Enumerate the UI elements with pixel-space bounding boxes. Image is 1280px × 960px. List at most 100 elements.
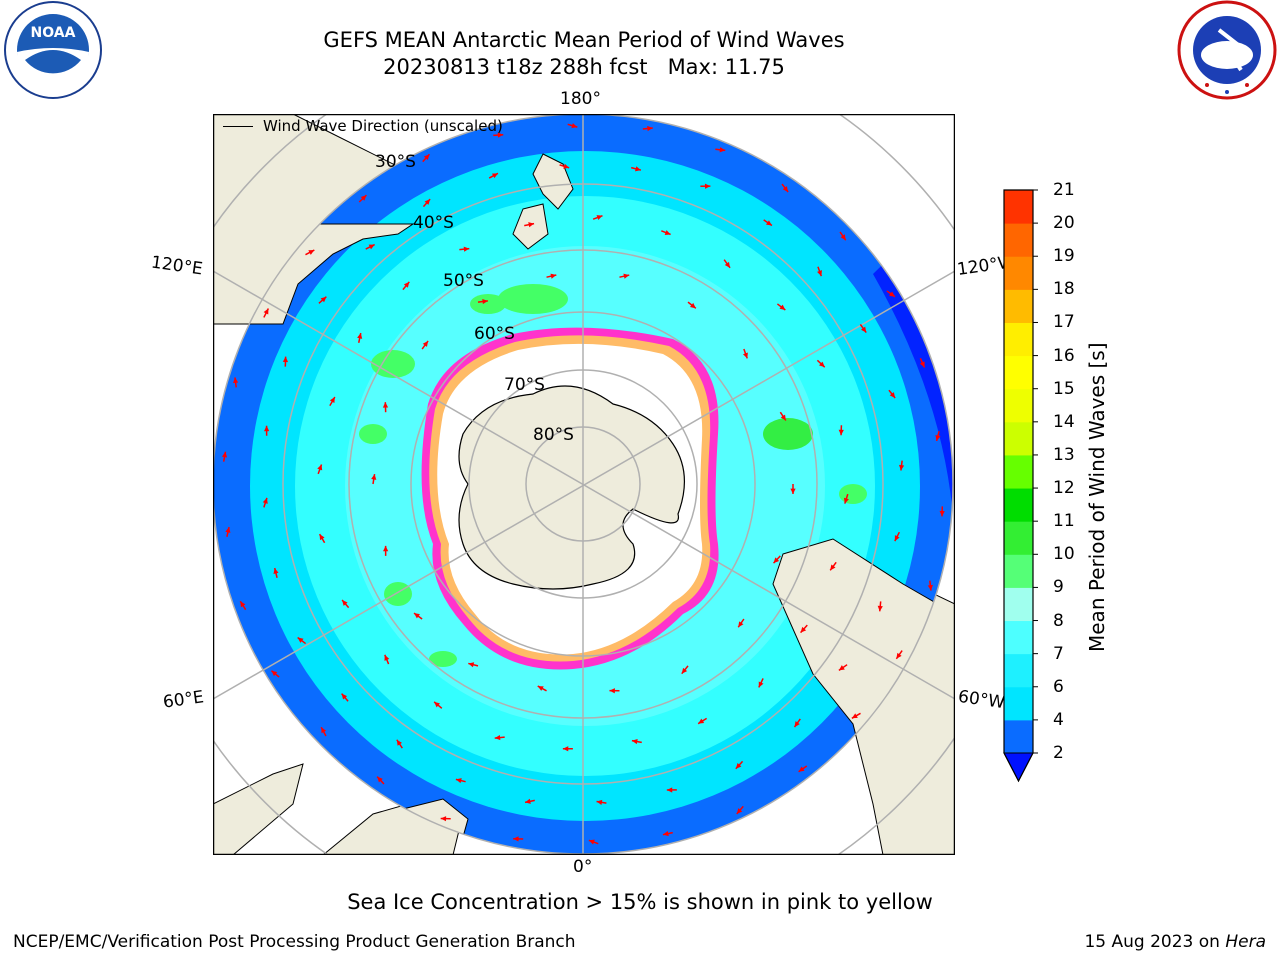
wave-arrow-head <box>704 183 711 189</box>
colorbar-tick-label: 14 <box>1053 411 1075 432</box>
latitude-label-70s: 70°S <box>504 375 545 395</box>
wave-arrow-head <box>329 397 335 404</box>
wave-arrow-head <box>623 273 630 279</box>
wave-arrow-head <box>320 296 327 303</box>
colorbar-tick-label: 11 <box>1053 511 1075 532</box>
legend-line-sample <box>223 126 253 127</box>
wave-arrow-head <box>596 215 603 221</box>
wave-arrow-head <box>422 340 429 347</box>
colorbar-tick-label: 15 <box>1053 378 1075 399</box>
colorbar-band <box>1004 686 1033 721</box>
wave-arrow-head <box>719 147 726 153</box>
wave-arrow-head <box>571 123 578 129</box>
sea-ice-note: Sea Ice Concentration > 15% is shown in … <box>347 890 933 914</box>
antarctica-landmass <box>458 385 686 590</box>
wave-arrow-head <box>233 377 239 384</box>
meridian-label-120e: 120°E <box>149 252 204 280</box>
wave-arrow-head <box>434 701 440 708</box>
figure-title-line1: GEFS MEAN Antarctic Mean Period of Wind … <box>323 28 845 52</box>
wave-arrow-head <box>221 451 228 458</box>
colorbar-tick-label: 18 <box>1053 279 1075 300</box>
wave-arrow-head <box>414 613 420 619</box>
wave-arrow-head <box>681 667 688 674</box>
wind-wave-arrows <box>221 123 945 845</box>
colorbar-band <box>1004 190 1033 224</box>
wave-arrow-head <box>273 568 279 574</box>
colorbar-band <box>1004 388 1033 423</box>
wave-arrow-head <box>790 488 796 494</box>
producer-credit: NCEP/EMC/Verification Post Processing Pr… <box>13 932 576 952</box>
wave-arrow-head <box>341 693 348 700</box>
latitude-label-40s: 40°S <box>413 213 454 233</box>
wave-arrow-head <box>927 584 933 591</box>
wave-arrow-head <box>482 298 488 305</box>
meridian-label-0: 0° <box>573 857 593 877</box>
wave-arrow-head <box>357 333 363 339</box>
wave-arrow-head <box>666 787 673 793</box>
wave-arrow-head <box>758 681 764 688</box>
colorbar-tick-label: 16 <box>1053 345 1075 366</box>
wave-arrow-head <box>317 464 323 471</box>
wave-arrow-head <box>766 220 772 226</box>
wave-arrow-head <box>262 497 268 504</box>
colorbar-band <box>1004 488 1033 522</box>
latitude-label-60s: 60°S <box>474 324 515 344</box>
wave-arrow-head <box>319 534 325 541</box>
wave-arrow-head <box>609 688 615 694</box>
colorbar-band <box>1004 454 1033 489</box>
wave-arrow-head <box>297 637 304 643</box>
colorbar-tick-label: 20 <box>1053 213 1075 234</box>
wave-arrow-head <box>264 425 270 432</box>
wave-arrow-head <box>889 291 895 297</box>
wave-arrow-head <box>384 654 390 661</box>
colorbar-tick-label: 6 <box>1053 676 1064 697</box>
wave-arrow-head <box>368 244 375 250</box>
wave-arrow-head <box>562 746 569 752</box>
meridian-label-180: 180° <box>560 89 601 109</box>
machine-name: Hera <box>1225 932 1266 952</box>
meridian-label-60w: 60°W <box>956 686 1007 714</box>
wave-arrow-head <box>491 173 498 179</box>
wave-arrow-head <box>321 727 327 734</box>
colorbar-band <box>1004 355 1033 390</box>
colorbar-tick-label: 2 <box>1053 743 1064 763</box>
wave-arrow-head <box>563 163 570 169</box>
wave-arrow-head <box>271 670 278 677</box>
colorbar-tick-label: 19 <box>1053 246 1075 267</box>
wave-arrow-head <box>342 600 348 606</box>
wave-arrow-head <box>838 429 844 436</box>
wave-arrow-head <box>780 414 786 421</box>
colorbar-tick-label: 10 <box>1053 544 1075 565</box>
colorbar-band <box>1004 719 1033 754</box>
generation-date-text: 15 Aug 2023 on <box>1084 932 1226 952</box>
wave-arrow-head <box>738 621 744 628</box>
meridian-label-60e: 60°E <box>161 687 206 713</box>
wave-arrow-head <box>494 734 501 741</box>
wave-arrow-head <box>468 662 475 668</box>
wave-arrow-head <box>525 798 531 804</box>
wave-arrow-head <box>838 665 845 671</box>
colorbar-tick-label: 21 <box>1053 180 1075 200</box>
wave-arrow-head <box>896 652 902 659</box>
wave-arrow-head <box>735 763 742 769</box>
wave-arrow-head <box>537 686 544 691</box>
wave-arrow-head <box>647 125 653 132</box>
noaa-logo: NOAA <box>3 0 103 100</box>
wave-arrow-head <box>396 739 402 746</box>
colorbar-band <box>1004 653 1033 688</box>
wave-arrow-head <box>440 816 447 822</box>
wave-arrow-head <box>423 154 430 160</box>
wave-arrow-head <box>513 836 519 842</box>
wave-arrow-head <box>360 195 367 201</box>
wave-arrow-head <box>528 222 535 228</box>
wave-arrow-head <box>634 166 641 172</box>
wave-arrow-head <box>308 250 315 255</box>
colorbar-tick-label: 12 <box>1053 478 1075 499</box>
wave-arrow-head <box>817 270 822 277</box>
colorbar-label: Mean Period of Wind Waves [s] <box>1085 342 1109 652</box>
wave-arrow-head <box>282 356 289 363</box>
latitude-label-50s: 50°S <box>443 271 484 291</box>
wave-arrow-head <box>798 766 805 772</box>
colorbar-band <box>1004 521 1033 555</box>
wave-arrow-head <box>588 839 595 845</box>
